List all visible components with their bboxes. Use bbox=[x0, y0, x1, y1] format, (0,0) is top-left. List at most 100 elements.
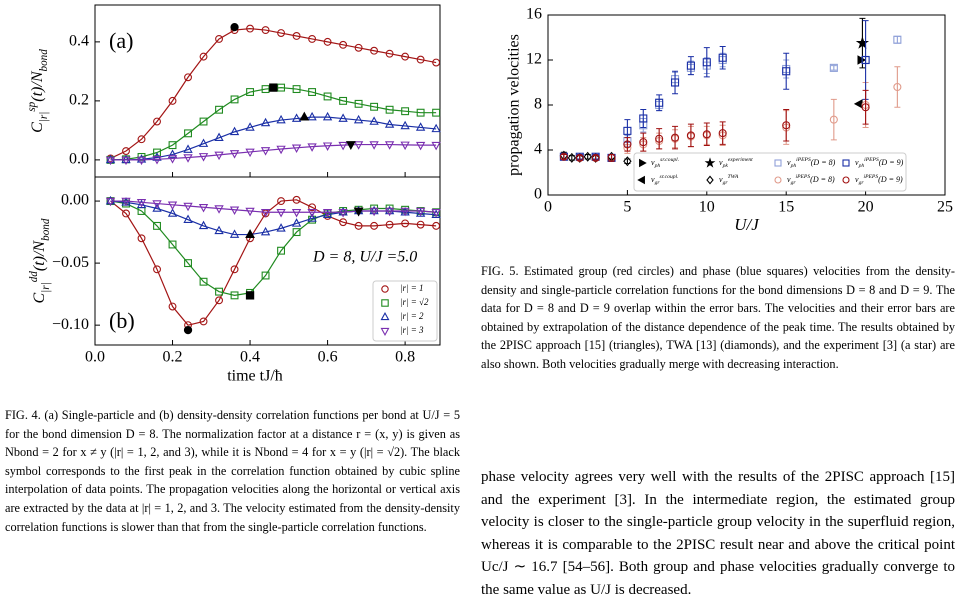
error-bar bbox=[830, 65, 837, 71]
marker bbox=[380, 312, 390, 321]
y-axis-label: C|r|dd(t)/Nbond bbox=[28, 218, 52, 303]
marker bbox=[384, 141, 395, 150]
marker bbox=[152, 200, 162, 209]
marker bbox=[308, 203, 317, 212]
text-part: pk bbox=[722, 163, 729, 169]
marker bbox=[105, 156, 116, 166]
marker bbox=[229, 126, 240, 136]
marker bbox=[431, 123, 441, 133]
marker bbox=[353, 207, 364, 217]
marker bbox=[861, 103, 870, 112]
marker bbox=[292, 32, 301, 40]
marker bbox=[893, 35, 902, 44]
error-bar bbox=[560, 153, 567, 160]
text-part: (t)/N bbox=[31, 240, 48, 272]
marker bbox=[276, 223, 286, 232]
figure5-caption: FIG. 5. Estimated group (red circles) an… bbox=[481, 264, 955, 371]
text-part: gr bbox=[723, 180, 729, 186]
marker bbox=[670, 78, 680, 87]
series-line bbox=[110, 27, 437, 159]
legend-label: vphiPEPS(D = 8) bbox=[787, 157, 836, 169]
marker bbox=[245, 122, 255, 131]
text-part: bond bbox=[40, 218, 52, 241]
marker bbox=[122, 147, 130, 155]
series-line bbox=[110, 143, 437, 161]
y-tick-label: 0.00 bbox=[61, 192, 89, 209]
x-tick-label: 5 bbox=[623, 199, 631, 216]
marker bbox=[322, 111, 333, 121]
error-bar bbox=[719, 121, 726, 145]
series-line bbox=[110, 116, 437, 161]
marker bbox=[167, 201, 178, 211]
text-part: dd bbox=[28, 271, 40, 283]
marker bbox=[245, 291, 255, 300]
error-bar bbox=[703, 47, 710, 78]
marker bbox=[718, 53, 727, 62]
marker bbox=[686, 61, 695, 70]
marker bbox=[369, 141, 379, 150]
error-bar bbox=[862, 89, 869, 125]
marker bbox=[292, 85, 301, 94]
error-bar bbox=[830, 98, 837, 141]
marker bbox=[167, 155, 178, 164]
marker bbox=[829, 63, 838, 72]
marker bbox=[199, 317, 208, 326]
marker bbox=[261, 271, 270, 280]
marker bbox=[857, 55, 867, 65]
marker bbox=[432, 108, 441, 117]
panel-tag: (b) bbox=[109, 308, 135, 333]
marker bbox=[370, 46, 379, 55]
marker bbox=[381, 285, 389, 293]
x-axis-label: U/J bbox=[734, 215, 760, 234]
y-axis-label: C|r|sp(t)/Nbond bbox=[26, 49, 50, 133]
x-tick-label: 25 bbox=[937, 199, 953, 216]
text-part: iPEPS bbox=[864, 174, 879, 180]
text-part: iPEPS bbox=[864, 157, 879, 163]
marker bbox=[215, 34, 223, 43]
x-tick-label: 0.4 bbox=[240, 349, 260, 366]
marker bbox=[261, 85, 270, 94]
text-part: (D = 9) bbox=[878, 175, 903, 184]
marker bbox=[415, 207, 426, 217]
marker bbox=[323, 37, 332, 46]
legend-label: vgriPEPS(D = 8) bbox=[787, 174, 835, 186]
legend-label: vgrsr.coupl. bbox=[651, 174, 679, 186]
y-tick-label: −0.05 bbox=[52, 254, 89, 271]
marker bbox=[292, 195, 301, 204]
marker bbox=[400, 120, 410, 130]
marker bbox=[432, 221, 441, 230]
axes-frame bbox=[94, 176, 441, 346]
text-part: bond bbox=[38, 49, 50, 72]
legend-label: vphiPEPS(D = 9) bbox=[855, 157, 904, 169]
marker bbox=[168, 141, 177, 150]
marker bbox=[308, 34, 317, 43]
legend-label: vgriPEPS(D = 9) bbox=[855, 174, 903, 186]
marker bbox=[842, 176, 850, 184]
text-part: v bbox=[855, 158, 859, 167]
marker bbox=[153, 221, 161, 230]
text-part: |r| bbox=[38, 112, 50, 123]
marker bbox=[168, 96, 177, 105]
marker bbox=[198, 220, 209, 230]
text-part: iPEPS bbox=[796, 157, 811, 163]
marker bbox=[353, 114, 364, 124]
marker bbox=[229, 229, 240, 238]
marker bbox=[230, 265, 239, 274]
x-tick-label: 0 bbox=[544, 199, 552, 216]
marker bbox=[354, 221, 363, 230]
marker bbox=[276, 114, 286, 124]
marker bbox=[655, 98, 664, 107]
text-part: (D = 9) bbox=[879, 158, 904, 167]
figures: 0.00.20.4C|r|sp(t)/Nbond(a)0.00−0.05−0.1… bbox=[26, 4, 953, 385]
marker bbox=[384, 119, 395, 128]
marker bbox=[353, 141, 364, 150]
marker bbox=[655, 134, 664, 143]
marker bbox=[370, 102, 379, 111]
marker bbox=[105, 195, 116, 205]
marker bbox=[381, 299, 389, 307]
marker bbox=[567, 152, 577, 163]
marker bbox=[136, 199, 147, 208]
error-bar bbox=[592, 155, 599, 161]
error-bar bbox=[687, 56, 694, 76]
